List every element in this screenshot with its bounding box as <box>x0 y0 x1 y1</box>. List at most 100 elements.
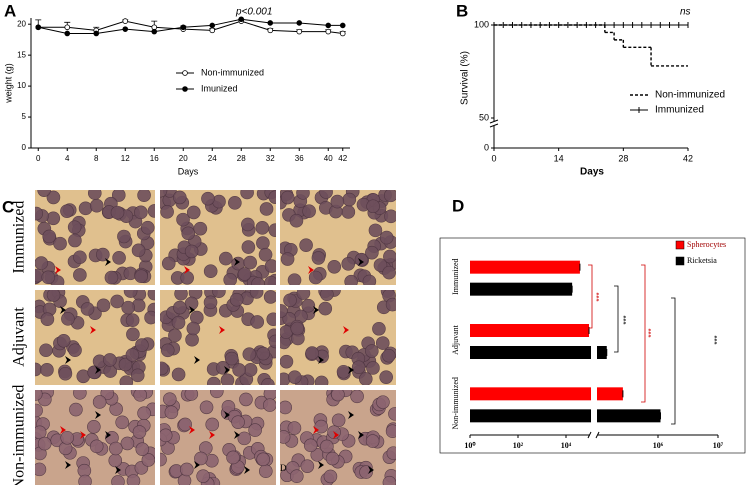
marker <box>339 22 346 29</box>
cell <box>289 469 304 483</box>
cell <box>126 327 140 342</box>
cell <box>264 259 276 273</box>
bar <box>470 346 607 359</box>
arrowhead <box>60 426 66 434</box>
x-tick-label: 10⁷ <box>713 441 724 450</box>
significance-label: *** <box>713 335 722 344</box>
cell <box>193 221 208 236</box>
cell <box>251 277 265 285</box>
cell <box>359 465 373 479</box>
micrograph <box>35 190 155 285</box>
significance-bracket <box>614 285 619 353</box>
stray-text: D <box>280 463 287 473</box>
arrowhead <box>358 431 364 439</box>
cell <box>323 469 338 484</box>
cell <box>35 206 44 221</box>
cell <box>383 190 396 203</box>
arrowhead <box>90 326 96 334</box>
cell <box>239 392 253 407</box>
cell <box>350 390 364 404</box>
cell <box>161 256 176 271</box>
cell <box>300 459 315 473</box>
cell <box>176 212 190 227</box>
cell <box>181 226 196 241</box>
cell <box>319 190 333 199</box>
y-tick-label: 100 <box>474 19 489 29</box>
cell <box>287 421 302 435</box>
arrowhead <box>348 411 354 419</box>
cell <box>35 390 43 401</box>
cell <box>60 430 75 445</box>
cell <box>365 434 380 448</box>
cell <box>131 243 146 258</box>
cell <box>342 192 357 207</box>
bar <box>470 409 661 423</box>
y-tick-label: 50 <box>479 112 489 122</box>
cell <box>382 348 396 363</box>
panel-label: D <box>452 196 464 215</box>
cell <box>256 236 270 250</box>
cell <box>35 256 49 270</box>
y-tick-label: 0 <box>22 143 27 152</box>
cell <box>73 250 87 265</box>
cell <box>311 251 326 265</box>
cell <box>160 361 169 376</box>
bar <box>470 282 573 296</box>
cell <box>56 333 71 348</box>
cell <box>78 201 93 216</box>
marker <box>35 24 42 31</box>
cell <box>180 270 194 285</box>
arrowhead <box>65 356 71 364</box>
cell <box>264 275 276 285</box>
cell <box>46 290 61 302</box>
cell <box>243 255 257 270</box>
axis-break <box>489 119 499 128</box>
cell <box>135 338 149 352</box>
significance-bracket <box>588 264 593 329</box>
cell <box>111 190 126 202</box>
cell <box>384 209 396 224</box>
cell <box>78 474 92 485</box>
cell <box>67 220 82 234</box>
cell <box>172 190 187 205</box>
x-tick-label: 20 <box>179 154 188 163</box>
cell <box>382 265 396 280</box>
cell <box>216 360 230 375</box>
cell <box>137 190 151 203</box>
cell <box>186 321 201 336</box>
arrowhead <box>55 266 61 274</box>
cell <box>255 221 270 235</box>
cell <box>186 205 201 220</box>
cell <box>241 240 256 254</box>
x-tick-label: 12 <box>121 154 130 163</box>
cell <box>203 264 218 279</box>
cell <box>160 205 174 219</box>
series-line <box>38 18 343 34</box>
cell <box>119 375 134 385</box>
cell <box>221 400 236 414</box>
cell <box>61 312 75 326</box>
cell <box>240 190 254 200</box>
bar <box>470 324 590 337</box>
arrowhead <box>105 431 111 439</box>
cell <box>241 217 255 232</box>
cell <box>184 244 199 259</box>
row-label: Adjuvant <box>11 307 28 367</box>
cell <box>35 425 47 440</box>
cell <box>242 347 257 361</box>
x-tick-label: 8 <box>94 154 99 163</box>
arrowhead <box>60 306 66 314</box>
significance-bracket <box>671 297 676 425</box>
significance-label: *** <box>622 315 631 324</box>
cell <box>354 252 369 267</box>
cell <box>341 205 356 219</box>
arrowhead <box>219 326 225 334</box>
bar <box>470 260 580 274</box>
cell <box>268 223 276 237</box>
cell <box>118 357 133 372</box>
micrograph <box>160 190 276 285</box>
cell <box>120 436 135 451</box>
cell <box>160 343 175 358</box>
cell <box>383 249 396 264</box>
cell <box>104 270 119 285</box>
